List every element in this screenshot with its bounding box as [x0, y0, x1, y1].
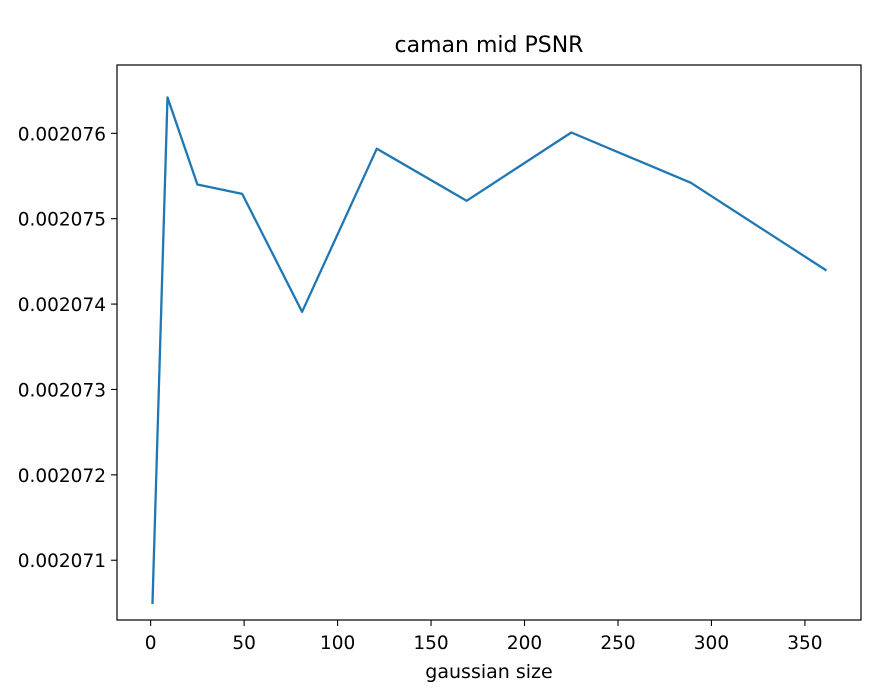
- y-axis: 0.002071 0.002072 0.002073 0.002074 0.002075…: [18, 124, 117, 572]
- plot-background: [117, 65, 861, 620]
- y-tick-label: 0.002075: [18, 210, 106, 231]
- x-tick-label: 0: [145, 633, 157, 654]
- x-tick-label: 350: [787, 633, 822, 654]
- series-layer: [151, 96, 828, 605]
- plot-frame: [116, 64, 862, 621]
- x-tick-label: 200: [507, 633, 542, 654]
- x-axis-title: gaussian size: [425, 661, 552, 683]
- x-tick-label: 250: [600, 633, 635, 654]
- x-tick-label: 50: [232, 633, 256, 654]
- y-tick-label: 0.002071: [18, 551, 106, 572]
- y-tick-label: 0.002076: [18, 124, 106, 145]
- y-tick-label: 0.002074: [18, 295, 106, 316]
- x-axis: 0 50 100 150 200 250 300 350: [145, 620, 823, 654]
- x-tick-label: 300: [694, 633, 729, 654]
- x-tick-label: 150: [413, 633, 448, 654]
- y-tick-label: 0.002073: [18, 380, 106, 401]
- plot-area: [117, 65, 861, 620]
- series-line: [151, 96, 828, 605]
- y-tick-label: 0.002072: [18, 466, 106, 487]
- chart-title: caman mid PSNR: [395, 33, 584, 58]
- x-tick-label: 100: [320, 633, 355, 654]
